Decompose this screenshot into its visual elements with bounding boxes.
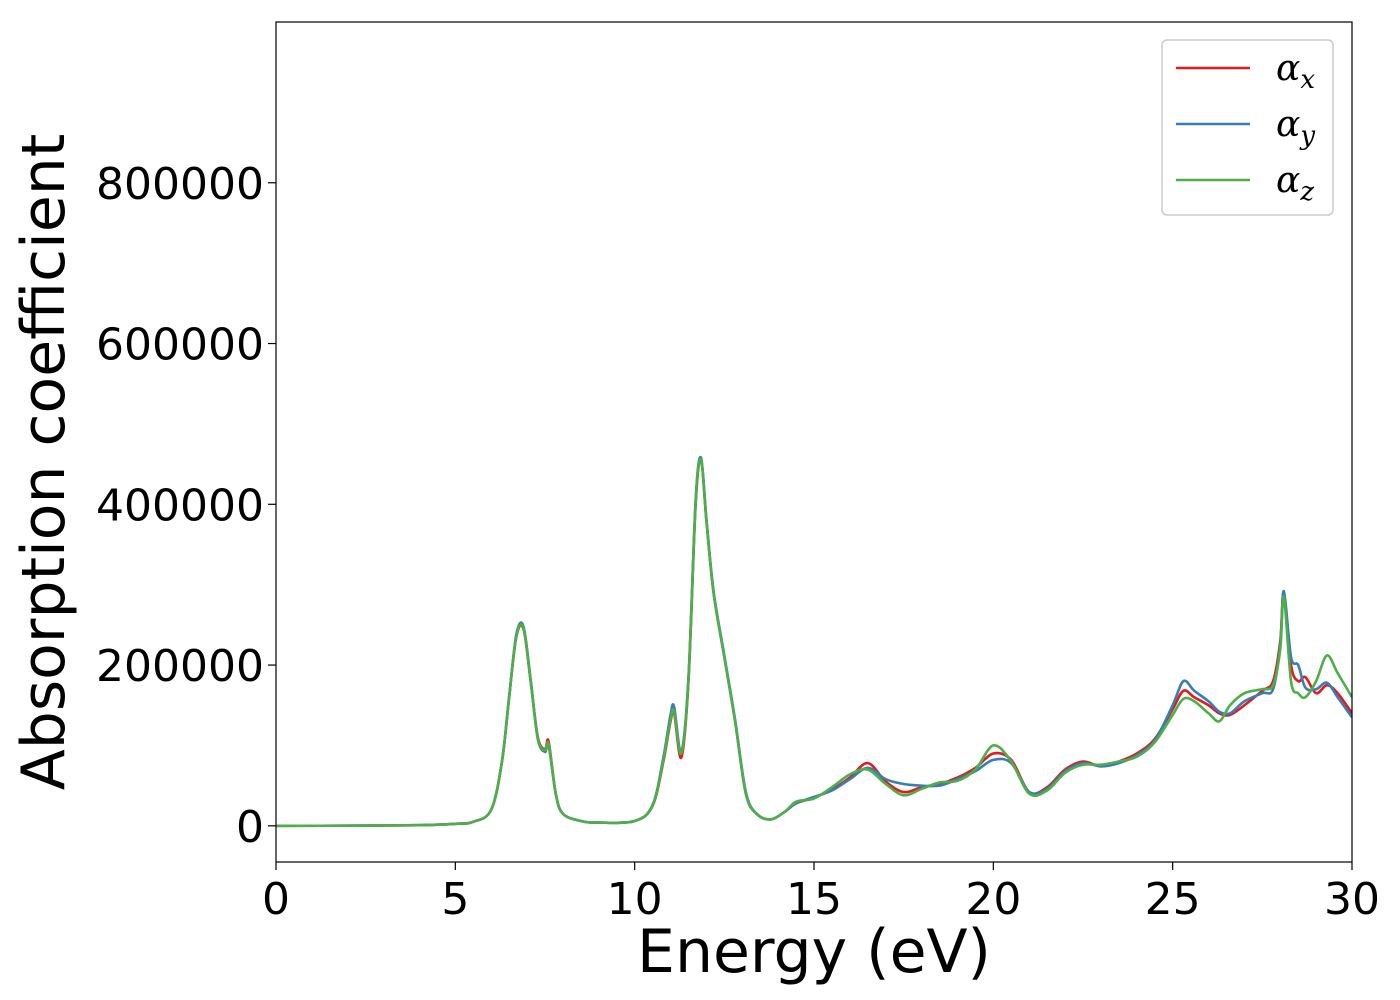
x-tick-label: 0 xyxy=(262,874,290,925)
legend-box xyxy=(1161,39,1334,216)
y-tick-label: 400000 xyxy=(96,480,264,531)
legend-label-x: αx xyxy=(1276,48,1315,95)
x-axis: 0 5 10 15 20 25 30 xyxy=(262,862,1380,925)
series-line-x xyxy=(276,458,1352,828)
series-line-y xyxy=(276,455,1352,828)
y-tick-label: 800000 xyxy=(96,159,264,210)
x-axis-label: Energy (eV) xyxy=(637,917,991,987)
x-tick-label: 25 xyxy=(1145,874,1201,925)
y-tick-label: 0 xyxy=(236,802,264,853)
series-line-z xyxy=(276,457,1352,828)
x-tick-label: 15 xyxy=(786,874,842,925)
y-axis-label: Absorption coefficient xyxy=(9,134,79,791)
legend-label-z: αz xyxy=(1276,160,1314,207)
legend: αx αy αz xyxy=(1161,39,1334,216)
y-tick-label: 200000 xyxy=(96,641,264,692)
x-tick-label: 30 xyxy=(1324,874,1380,925)
y-tick-label: 600000 xyxy=(96,320,264,371)
x-tick-label: 10 xyxy=(607,874,663,925)
legend-label-y: αy xyxy=(1276,104,1315,151)
x-tick-label: 20 xyxy=(965,874,1021,925)
y-axis: 0 200000 400000 600000 800000 xyxy=(96,159,276,853)
x-tick-label: 5 xyxy=(441,874,469,925)
